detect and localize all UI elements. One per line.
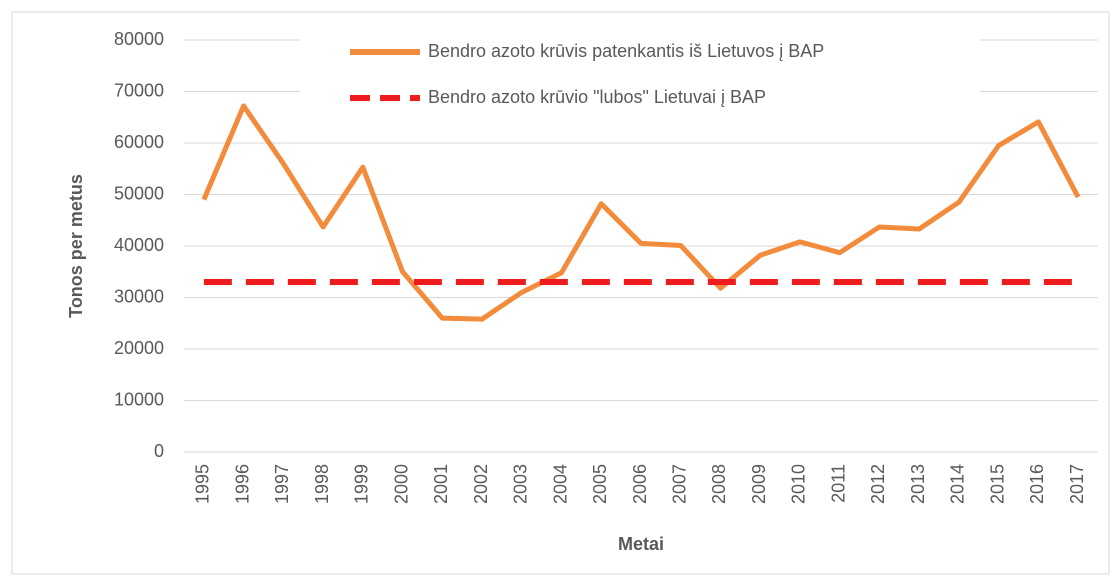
x-tick-label: 2004 — [550, 464, 570, 504]
x-tick-label: 1999 — [352, 464, 372, 504]
y-tick-label: 70000 — [114, 80, 164, 100]
x-tick-label: 2009 — [749, 464, 769, 504]
x-tick-label: 1998 — [312, 464, 332, 504]
x-tick-label: 2006 — [630, 464, 650, 504]
y-tick-label: 60000 — [114, 132, 164, 152]
y-tick-label: 40000 — [114, 235, 164, 255]
x-axis-title: Metai — [618, 534, 664, 554]
y-tick-label: 0 — [154, 441, 164, 461]
legend-label: Bendro azoto krūvis patenkantis iš Lietu… — [428, 41, 824, 61]
x-tick-label: 2001 — [431, 464, 451, 504]
x-tick-label: 2015 — [987, 464, 1007, 504]
y-tick-label: 20000 — [114, 338, 164, 358]
x-tick-label: 1996 — [232, 464, 252, 504]
x-tick-label: 1997 — [272, 464, 292, 504]
legend-label: Bendro azoto krūvio "lubos" Lietuvai į B… — [428, 87, 766, 107]
y-tick-label: 50000 — [114, 183, 164, 203]
series-line — [201, 103, 1081, 322]
x-tick-label: 2014 — [948, 464, 968, 504]
x-tick-label: 2003 — [511, 464, 531, 504]
x-tick-label: 2016 — [1027, 464, 1047, 504]
x-tick-label: 2013 — [908, 464, 928, 504]
x-tick-label: 2017 — [1067, 464, 1087, 504]
x-tick-label: 2012 — [868, 464, 888, 504]
x-tick-label: 2011 — [828, 464, 848, 503]
x-tick-label: 1995 — [193, 464, 213, 504]
y-tick-label: 80000 — [114, 29, 164, 49]
x-tick-label: 2008 — [709, 464, 729, 504]
y-tick-label: 10000 — [114, 389, 164, 409]
x-tick-label: 2000 — [391, 464, 411, 504]
legend-background — [300, 28, 980, 122]
y-tick-label: 30000 — [114, 286, 164, 306]
x-tick-label: 2005 — [590, 464, 610, 504]
x-tick-label: 2007 — [669, 464, 689, 504]
x-tick-label: 2010 — [789, 464, 809, 504]
x-tick-label: 2002 — [471, 464, 491, 504]
y-axis-title: Tonos per metus — [66, 174, 86, 318]
